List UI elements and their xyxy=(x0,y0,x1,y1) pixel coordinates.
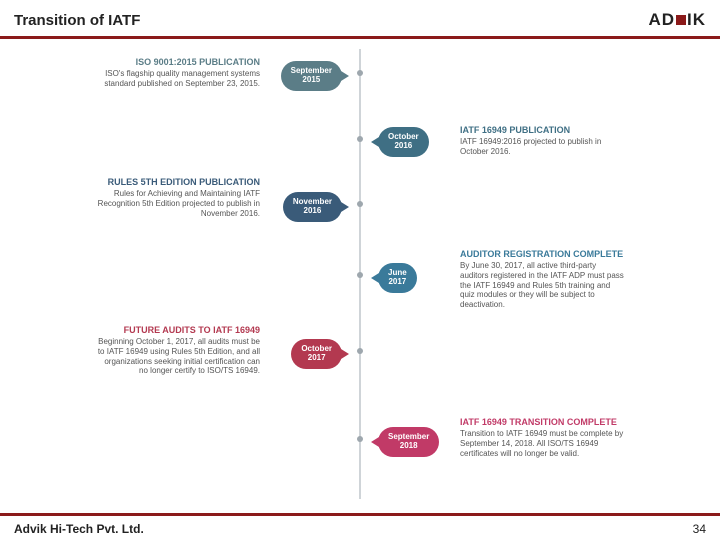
timeline-dot xyxy=(357,436,363,442)
logo-square-icon xyxy=(676,15,686,25)
milestone-body: By June 30, 2017, all active third-party… xyxy=(460,261,625,309)
logo-right: IK xyxy=(687,10,706,29)
bubble-year: 2017 xyxy=(388,278,407,287)
bubble-year: 2018 xyxy=(388,442,429,451)
milestone-title: IATF 16949 PUBLICATION xyxy=(460,125,625,135)
bubble-year: 2016 xyxy=(388,142,419,151)
milestone-card: IATF 16949 TRANSITION COMPLETE Transition… xyxy=(460,417,625,458)
date-bubble: September2018 xyxy=(378,427,439,457)
brand-logo: AD IK xyxy=(648,10,706,30)
bubble-year: 2016 xyxy=(293,207,332,216)
milestone-body: Transition to IATF 16949 must be complet… xyxy=(460,429,625,458)
milestone-body: Rules for Achieving and Maintaining IATF… xyxy=(95,189,260,218)
date-bubble: November2016 xyxy=(283,192,342,222)
bubble-year: 2015 xyxy=(291,76,332,85)
milestone-card: FUTURE AUDITS TO IATF 16949 Beginning Oct… xyxy=(95,325,260,376)
timeline-dot xyxy=(357,348,363,354)
logo-left: AD xyxy=(648,10,675,29)
milestone-card: IATF 16949 PUBLICATION IATF 16949:2016 pr… xyxy=(460,125,625,157)
milestone-card: AUDITOR REGISTRATION COMPLETE By June 30,… xyxy=(460,249,625,309)
timeline-canvas: September2015 October2016 November2016 June… xyxy=(0,39,720,499)
slide-footer: Advik Hi-Tech Pvt. Ltd. 34 xyxy=(0,513,720,540)
date-bubble: September2015 xyxy=(281,61,342,91)
milestone-body: IATF 16949:2016 projected to publish in … xyxy=(460,137,625,156)
slide-header: Transition of IATF AD IK xyxy=(0,0,720,39)
timeline-dot xyxy=(357,201,363,207)
timeline-dot xyxy=(357,272,363,278)
date-bubble: October2017 xyxy=(291,339,342,369)
milestone-card: ISO 9001:2015 PUBLICATION ISO's flagship … xyxy=(95,57,260,89)
bubble-year: 2017 xyxy=(301,354,332,363)
milestone-title: IATF 16949 TRANSITION COMPLETE xyxy=(460,417,625,427)
date-bubble: October2016 xyxy=(378,127,429,157)
milestone-title: FUTURE AUDITS TO IATF 16949 xyxy=(95,325,260,335)
slide-title: Transition of IATF xyxy=(14,12,140,29)
page-number: 34 xyxy=(693,522,706,536)
milestone-title: ISO 9001:2015 PUBLICATION xyxy=(95,57,260,67)
milestone-body: Beginning October 1, 2017, all audits mu… xyxy=(95,337,260,375)
milestone-title: AUDITOR REGISTRATION COMPLETE xyxy=(460,249,625,259)
footer-company: Advik Hi-Tech Pvt. Ltd. xyxy=(14,522,144,536)
milestone-title: RULES 5TH EDITION PUBLICATION xyxy=(95,177,260,187)
milestone-body: ISO's flagship quality management system… xyxy=(95,69,260,88)
date-bubble: June2017 xyxy=(378,263,417,293)
timeline-dot xyxy=(357,70,363,76)
milestone-card: RULES 5TH EDITION PUBLICATION Rules for A… xyxy=(95,177,260,218)
timeline-dot xyxy=(357,136,363,142)
